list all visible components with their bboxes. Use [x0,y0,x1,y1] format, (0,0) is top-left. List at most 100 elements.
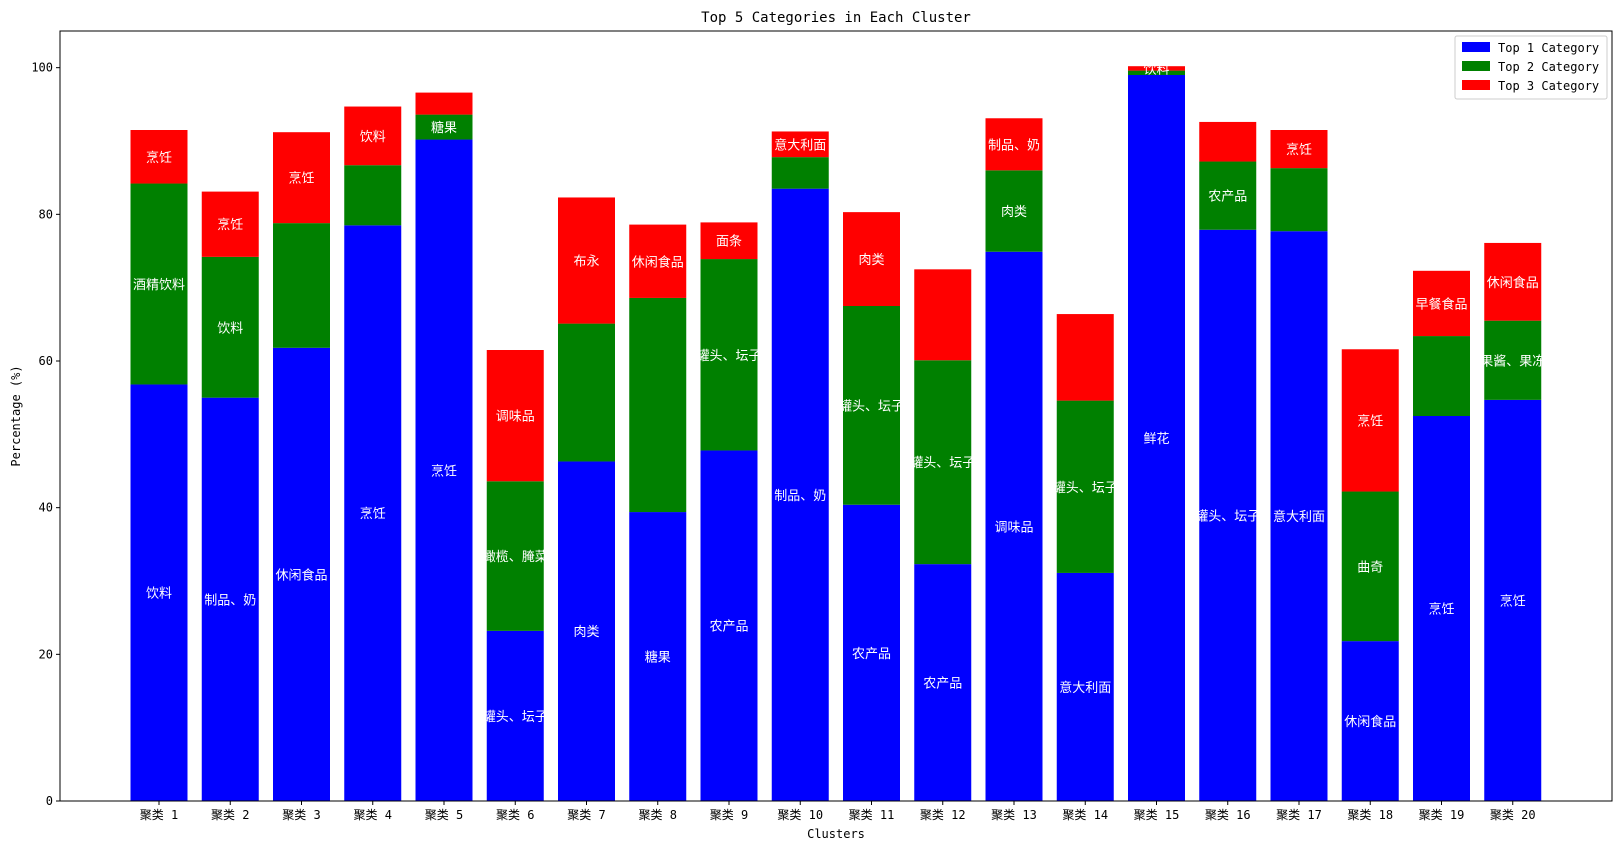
bar-label-top1-cluster-9: 农产品 [709,620,748,635]
bar-label-top1-cluster-12: 农产品 [923,677,962,692]
bar-segment-top2-cluster-1 [130,183,188,385]
bar-label-top3-cluster-13: 制品、奶 [988,138,1040,153]
x-tick-label: 聚类 13 [991,808,1037,822]
bar-segment-top2-cluster-14 [1056,400,1114,573]
bar-segment-top3-cluster-16 [1199,121,1257,162]
bar-label-top3-cluster-20: 休闲食品 [1487,275,1539,291]
bar-segment-top2-cluster-9 [700,259,758,451]
x-tick-label: 聚类 19 [1419,808,1465,822]
bars-layer [130,66,1542,802]
bar-label-top1-cluster-1: 饮料 [146,587,172,602]
bar-segment-top3-cluster-18 [1341,349,1399,492]
bar-label-top1-cluster-8: 糖果 [645,650,671,666]
bar-segment-top3-cluster-1 [130,130,188,184]
bar-label-top3-cluster-4: 饮料 [360,130,386,145]
bar-segment-top3-cluster-8 [629,224,687,298]
bar-segment-top2-cluster-6 [486,481,544,631]
bar-label-top1-cluster-11: 农产品 [852,647,891,662]
bar-segment-top2-cluster-4 [344,165,402,226]
x-tick-label: 聚类 17 [1276,808,1322,822]
y-axis: 0 20 40 60 80 100 [31,61,60,808]
bar-segment-top3-cluster-17 [1270,130,1328,169]
legend-label-top3: Top 3 Category [1498,79,1599,93]
bar-label-top2-cluster-13: 肉类 [1001,205,1027,220]
bar-label-top1-cluster-20: 烹饪 [1500,594,1526,609]
x-tick-label: 聚类 5 [425,808,463,822]
bar-segment-top1-cluster-10 [771,188,829,801]
y-axis-title: Percentage (%) [9,365,23,466]
bar-label-top3-cluster-8: 休闲食品 [632,254,684,270]
bar-label-top3-cluster-6: 调味品 [496,410,535,425]
plot-frame [59,30,1613,802]
bar-label-top1-cluster-6: 罐头、坛子 [483,710,548,725]
bar-segment-top2-cluster-7 [558,323,615,462]
bar-label-top3-cluster-18: 烹饪 [1357,414,1383,429]
bar-label-top1-cluster-18: 休闲食品 [1344,714,1396,730]
bar-segment-top3-cluster-20 [1484,242,1542,321]
x-tick-label: 聚类 9 [710,808,748,822]
bar-label-top2-cluster-18: 曲奇 [1357,559,1383,575]
y-tick-label: 60 [39,354,53,368]
bar-label-top3-cluster-10: 意大利面 [774,137,826,153]
bar-segment-top3-cluster-7 [558,197,615,324]
bar-segment-top3-cluster-15 [1128,66,1185,71]
y-tick-label: 40 [39,501,53,515]
x-axis: 聚类 1 聚类 2 聚类 3 聚类 4 聚类 5 聚类 6 聚类 7 聚类 8 聚类 9 聚类 1… [140,801,1536,822]
x-tick-label: 聚类 16 [1205,808,1251,822]
bar-label-top2-cluster-1: 酒精饮料 [133,278,185,293]
x-tick-label: 聚类 3 [282,808,320,822]
bar-label-top1-cluster-4: 烹饪 [360,507,386,522]
bar-label-top1-cluster-16: 罐头、坛子 [1195,509,1260,524]
bar-label-top3-cluster-7: 布永 [573,255,599,270]
bar-label-top3-cluster-2: 烹饪 [217,218,243,233]
bar-segment-top1-cluster-18 [1341,641,1399,801]
bar-label-top1-cluster-5: 烹饪 [431,464,457,479]
bar-label-top3-cluster-19: 早餐食品 [1415,296,1467,312]
bar-label-top1-cluster-15: 鲜花 [1143,431,1169,447]
bar-segment-top3-cluster-14 [1056,314,1114,401]
bar-segment-top2-cluster-13 [985,170,1043,252]
bar-segment-top1-cluster-11 [843,504,900,801]
x-tick-label: 聚类 18 [1347,808,1393,822]
x-tick-label: 聚类 1 [140,808,178,822]
bar-label-top2-cluster-6: 橄榄、腌菜 [483,549,548,565]
bar-labels-layer: 饮料酒精饮料烹饪制品、奶饮料烹饪休闲食品烹饪烹饪饮料烹饪糖果罐头、坛子橄榄、腌菜… [133,62,1545,730]
x-tick-label: 聚类 12 [920,808,966,822]
x-tick-label: 聚类 15 [1134,808,1180,822]
x-tick-label: 聚类 2 [211,808,249,822]
bar-segment-top1-cluster-19 [1413,416,1470,801]
bar-segment-top3-cluster-5 [415,92,473,115]
bar-segment-top2-cluster-19 [1413,336,1470,416]
bar-label-top1-cluster-14: 意大利面 [1059,680,1111,696]
bar-label-top2-cluster-14: 罐头、坛子 [1053,481,1118,496]
bar-segment-top3-cluster-6 [486,350,544,482]
bar-segment-top3-cluster-12 [914,269,972,361]
bar-segment-top1-cluster-15 [1128,75,1185,801]
bar-segment-top1-cluster-14 [1056,572,1114,801]
bar-segment-top3-cluster-13 [985,118,1043,171]
legend-frame [1454,35,1608,100]
bar-segment-top3-cluster-10 [771,131,829,158]
bar-segment-top2-cluster-11 [843,306,900,505]
bar-label-top1-cluster-17: 意大利面 [1273,509,1325,525]
x-tick-label: 聚类 11 [849,808,895,822]
x-tick-label: 聚类 20 [1490,808,1536,822]
bar-segment-top2-cluster-8 [629,297,687,513]
bar-segment-top1-cluster-6 [486,630,544,801]
x-tick-label: 聚类 8 [639,808,677,822]
y-tick-label: 100 [31,61,53,75]
legend-label-top1: Top 1 Category [1498,41,1599,55]
bar-segment-top1-cluster-17 [1270,231,1328,801]
bar-label-top3-cluster-3: 烹饪 [288,172,314,187]
bar-label-top1-cluster-2: 制品、奶 [204,593,256,608]
bar-segment-top3-cluster-9 [700,222,758,260]
bar-label-top3-cluster-1: 烹饪 [146,151,172,166]
bar-segment-top1-cluster-12 [914,564,972,801]
bar-segment-top3-cluster-11 [843,212,900,306]
bar-label-top1-cluster-3: 休闲食品 [275,567,327,583]
bar-segment-top2-cluster-12 [914,360,972,565]
x-tick-label: 聚类 14 [1062,808,1108,822]
bar-segment-top2-cluster-18 [1341,491,1399,642]
